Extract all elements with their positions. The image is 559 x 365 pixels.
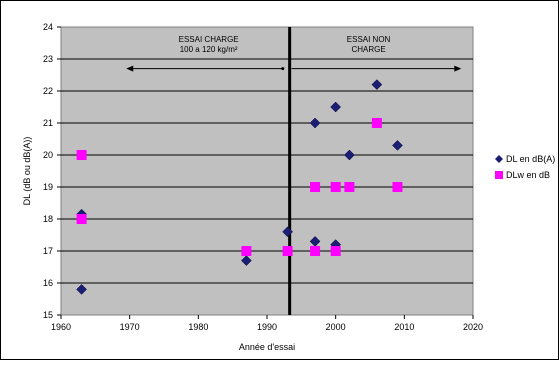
- x-tick-label: 1970: [120, 322, 140, 332]
- dl-point: [76, 284, 87, 295]
- right-subtitle: CHARGE: [351, 45, 385, 54]
- y-tick-label: 23: [43, 54, 53, 64]
- legend-square-marker: [495, 171, 503, 179]
- x-tick-label: 2010: [394, 322, 414, 332]
- legend: DL en dB(A) DLw en dB: [495, 154, 555, 180]
- dl-point: [241, 255, 252, 266]
- y-tick-label: 20: [43, 150, 53, 160]
- left-arrow-head: [126, 65, 134, 72]
- y-tick-label: 22: [43, 86, 53, 96]
- dlw-point: [310, 182, 321, 192]
- x-tick-label: 1980: [188, 322, 208, 332]
- x-axis-label: Année d'essai: [239, 342, 295, 352]
- x-tick-label: 2000: [326, 322, 346, 332]
- legend-diamond-marker: [495, 155, 503, 163]
- dl-point: [392, 140, 403, 151]
- x-tick-label: 1960: [51, 322, 71, 332]
- grid-lines: [61, 58, 473, 284]
- dlw-point: [241, 246, 252, 256]
- dl-point: [371, 79, 383, 90]
- data-points: [76, 79, 403, 295]
- y-tick-label: 16: [43, 278, 53, 288]
- dl-point: [330, 101, 342, 113]
- y-tick-label: 18: [43, 214, 53, 224]
- x-tick-label: 2020: [463, 322, 483, 332]
- y-axis-label: DL (dB ou dB(A)): [22, 137, 32, 206]
- legend-label-dlw: DLw en dB: [506, 170, 550, 180]
- dl-point: [344, 149, 355, 161]
- y-tick-label: 17: [43, 246, 53, 256]
- dlw-point: [330, 246, 341, 256]
- left-subtitle: 100 a 120 kg/m²: [180, 45, 238, 54]
- dl-point: [282, 226, 293, 238]
- right-arrow-head: [454, 65, 462, 72]
- dlw-point: [310, 246, 321, 256]
- dlw-point: [282, 246, 293, 256]
- plot-area: [60, 26, 474, 316]
- x-axis-ticks: 1960 1970 1980 1990 2000 2010 2020: [51, 315, 483, 332]
- dl-point: [309, 117, 321, 129]
- dlw-point: [76, 150, 87, 160]
- y-tick-label: 21: [43, 118, 53, 128]
- arrow-origin-dot: [281, 67, 285, 71]
- dlw-point: [76, 214, 87, 224]
- x-tick-label: 1990: [257, 322, 277, 332]
- right-title: ESSAI NON: [347, 35, 391, 44]
- dlw-point: [371, 118, 382, 128]
- dlw-point: [344, 182, 355, 192]
- dlw-point: [330, 182, 341, 192]
- legend-item-dlw: DLw en dB: [495, 170, 550, 180]
- y-tick-label: 19: [43, 182, 53, 192]
- annotations: ESSAI CHARGE 100 a 120 kg/m² ESSAI NON C…: [126, 35, 462, 72]
- left-title: ESSAI CHARGE: [179, 35, 239, 44]
- legend-label-dl: DL en dB(A): [506, 154, 555, 164]
- y-axis-ticks: 15 16 17 18 19 20 21 22 23 24: [43, 22, 61, 320]
- dlw-point: [392, 182, 403, 192]
- legend-item-dl: DL en dB(A): [495, 154, 555, 164]
- y-tick-label: 24: [43, 22, 53, 32]
- y-tick-label: 15: [43, 310, 53, 320]
